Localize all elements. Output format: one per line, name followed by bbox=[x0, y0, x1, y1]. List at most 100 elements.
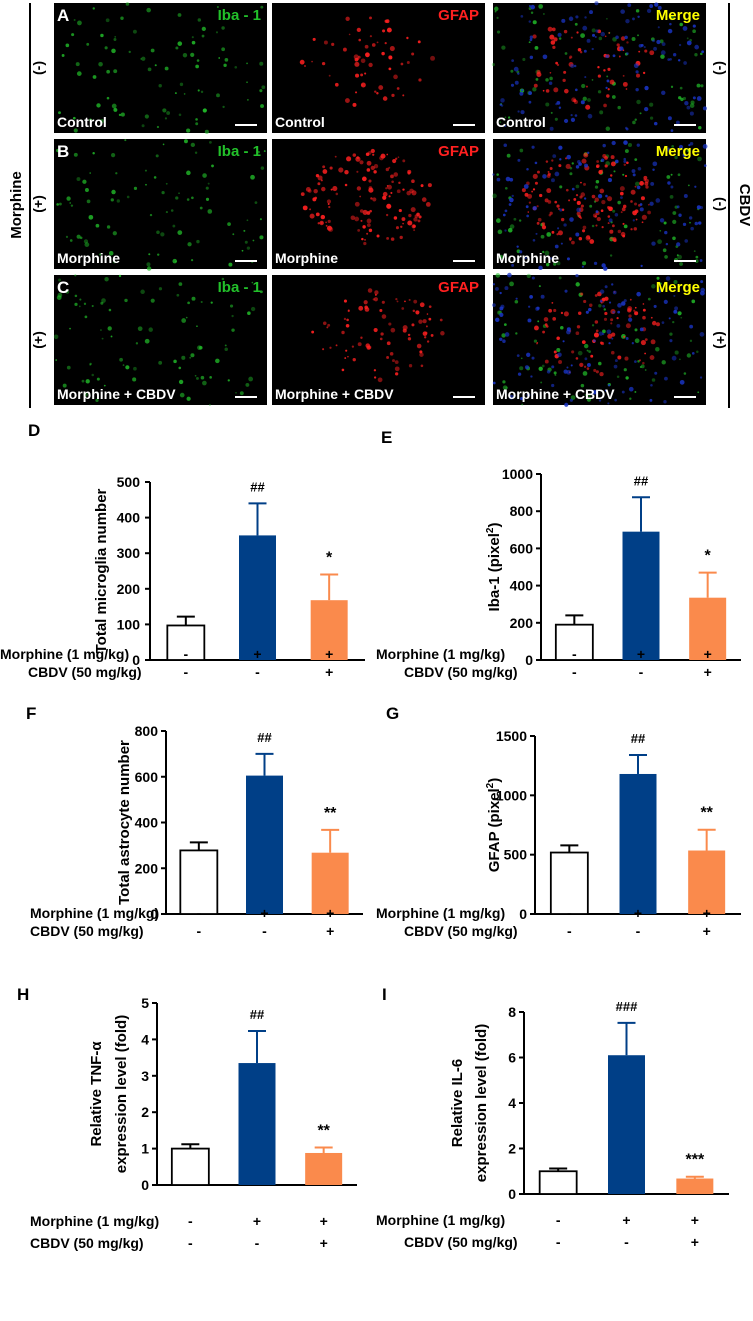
y-tick-label: 3 bbox=[141, 1068, 149, 1084]
image-caption: Morphine + CBDV bbox=[57, 386, 176, 402]
microglia-cell bbox=[700, 52, 703, 56]
microglia-cell bbox=[118, 113, 122, 117]
astrocyte-cell bbox=[546, 174, 551, 178]
microglia-cell bbox=[92, 75, 97, 79]
bar-morphine-cbdv bbox=[676, 1178, 714, 1194]
microglia-cell bbox=[605, 126, 611, 131]
astrocyte-cell bbox=[532, 173, 538, 179]
astrocyte-cell bbox=[622, 222, 625, 225]
astrocyte-cell bbox=[623, 163, 627, 167]
microglia-cell bbox=[634, 328, 638, 332]
astrocyte-cell bbox=[321, 61, 326, 66]
bar-morphine bbox=[246, 775, 283, 914]
bar-morphine-cbdv bbox=[311, 852, 349, 914]
microglia-cell bbox=[84, 315, 88, 319]
astrocyte-cell bbox=[599, 371, 604, 377]
astrocyte-cell bbox=[634, 306, 637, 309]
microglia-cell bbox=[103, 384, 106, 387]
microglia-cell bbox=[145, 183, 147, 186]
nucleus-dot bbox=[670, 185, 674, 189]
astrocyte-cell bbox=[411, 323, 415, 327]
y-tick-label: 600 bbox=[135, 769, 159, 785]
nucleus-dot bbox=[637, 15, 640, 18]
microglia-cell bbox=[251, 281, 254, 284]
astrocyte-cell bbox=[418, 319, 423, 324]
nucleus-dot bbox=[575, 88, 578, 92]
astrocyte-cell bbox=[425, 325, 428, 328]
astrocyte-cell bbox=[595, 370, 599, 374]
microglia-cell bbox=[164, 117, 168, 120]
astrocyte-cell bbox=[578, 236, 583, 241]
astrocyte-cell bbox=[373, 376, 377, 379]
treatment-sign: - bbox=[196, 905, 201, 921]
astrocyte-cell bbox=[606, 196, 613, 202]
microglia-cell bbox=[553, 371, 557, 375]
microglia-cell bbox=[146, 266, 152, 271]
nucleus-dot bbox=[602, 304, 606, 308]
y-tick-label: 0 bbox=[508, 1186, 516, 1202]
nucleus-dot bbox=[683, 61, 687, 65]
microglia-cell bbox=[259, 61, 264, 66]
microglia-cell bbox=[196, 376, 199, 380]
microglia-cell bbox=[111, 48, 116, 54]
microglia-cell bbox=[177, 41, 183, 46]
nucleus-dot bbox=[626, 52, 629, 56]
microglia-cell bbox=[112, 231, 117, 236]
astrocyte-cell bbox=[391, 93, 395, 97]
nucleus-dot bbox=[569, 398, 573, 402]
stain-label: Iba - 1 bbox=[218, 279, 261, 296]
astrocyte-cell bbox=[322, 348, 325, 351]
microglia-cell bbox=[649, 102, 654, 107]
microglia-cell bbox=[181, 355, 186, 360]
microglia-cell bbox=[575, 184, 580, 189]
microglia-cell bbox=[569, 172, 573, 176]
astrocyte-cell bbox=[616, 317, 619, 320]
astrocyte-cell bbox=[374, 293, 377, 296]
microglia-cell bbox=[513, 217, 517, 221]
microglia-cell bbox=[686, 353, 692, 358]
astrocyte-cell bbox=[645, 185, 649, 189]
microglia-cell bbox=[191, 196, 194, 200]
microglia-cell bbox=[575, 282, 580, 287]
significance-label: *** bbox=[685, 1152, 704, 1169]
astrocyte-cell bbox=[355, 91, 358, 94]
astrocyte-cell bbox=[400, 62, 404, 66]
astrocyte-cell bbox=[365, 52, 370, 58]
y-axis-label: Total microglia number bbox=[93, 488, 110, 653]
astrocyte-cell bbox=[547, 26, 553, 32]
treatment-sign: - bbox=[556, 1234, 561, 1250]
astrocyte-cell bbox=[380, 332, 384, 336]
astrocyte-cell bbox=[547, 170, 550, 173]
bar-control bbox=[554, 623, 594, 661]
astrocyte-cell bbox=[386, 203, 392, 209]
treatment-sign: + bbox=[326, 905, 334, 921]
astrocyte-cell bbox=[610, 318, 614, 322]
nucleus-dot bbox=[495, 286, 499, 291]
microglia-cell bbox=[61, 54, 65, 57]
nucleus-dot bbox=[576, 207, 582, 213]
astrocyte-cell bbox=[342, 47, 347, 52]
microglia-cell bbox=[686, 37, 689, 40]
nucleus-dot bbox=[612, 310, 616, 314]
nucleus-dot bbox=[520, 397, 524, 401]
astrocyte-cell bbox=[355, 73, 360, 78]
astrocyte-cell bbox=[555, 61, 559, 65]
astrocyte-cell bbox=[418, 78, 422, 82]
astrocyte-cell bbox=[360, 219, 363, 222]
microglia-cell bbox=[260, 166, 265, 170]
astrocyte-cell bbox=[619, 186, 625, 192]
image-caption: Control bbox=[57, 114, 107, 130]
nucleus-dot bbox=[688, 144, 691, 147]
nucleus-dot bbox=[661, 321, 665, 324]
nucleus-dot bbox=[499, 312, 504, 317]
astrocyte-cell bbox=[651, 320, 657, 326]
cbdv-sign-b: (-) bbox=[713, 197, 729, 211]
y-axis-label: expression level (fold) bbox=[473, 1024, 490, 1182]
microglia-cell bbox=[672, 236, 676, 241]
microglia-cell bbox=[530, 11, 534, 14]
astrocyte-cell bbox=[583, 182, 586, 186]
significance-label: ### bbox=[616, 999, 638, 1014]
astrocyte-cell bbox=[425, 202, 431, 207]
astrocyte-cell bbox=[549, 211, 553, 215]
y-tick-label: 6 bbox=[508, 1050, 516, 1066]
